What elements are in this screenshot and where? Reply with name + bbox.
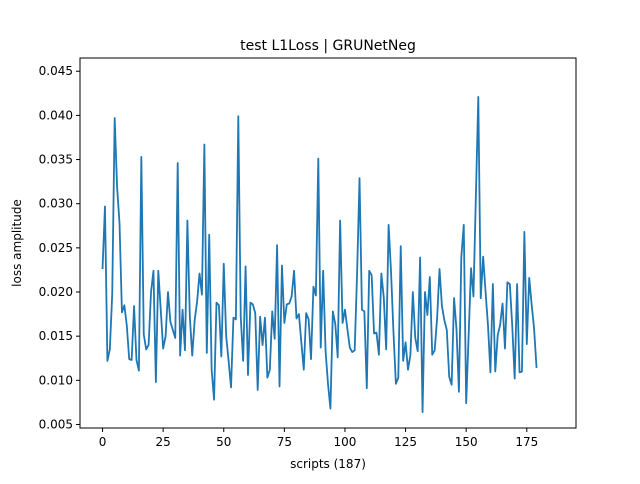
y-tick-label: 0.040 [39,108,73,122]
x-tick-label: 75 [277,435,292,449]
series-line-0 [101,95,538,414]
x-tick-label: 25 [156,435,171,449]
x-axis: 0 25 50 75 100 125 150 175 [99,428,538,449]
y-axis-label: loss amplitude [10,199,24,287]
x-tick-label: 100 [334,435,357,449]
x-tick-label: 50 [216,435,231,449]
y-tick-label: 0.045 [39,64,73,78]
y-tick-label: 0.035 [39,153,73,167]
x-tick-label: 175 [515,435,538,449]
y-tick-label: 0.005 [39,417,73,431]
y-tick-label: 0.025 [39,241,73,255]
chart-title: test L1Loss | GRUNetNeg [240,38,416,54]
x-axis-label: scripts (187) [290,457,366,471]
x-tick-label: 0 [99,435,107,449]
x-tick-label: 125 [394,435,417,449]
plot-area [101,95,538,414]
y-tick-label: 0.020 [39,285,73,299]
y-tick-label: 0.015 [39,329,73,343]
y-tick-label: 0.030 [39,197,73,211]
plot-frame [79,57,577,429]
y-tick-label: 0.010 [39,373,73,387]
x-tick-label: 150 [455,435,478,449]
y-axis: 0.005 0.010 0.015 0.020 0.025 0.030 0.035 0.040… [39,64,80,431]
